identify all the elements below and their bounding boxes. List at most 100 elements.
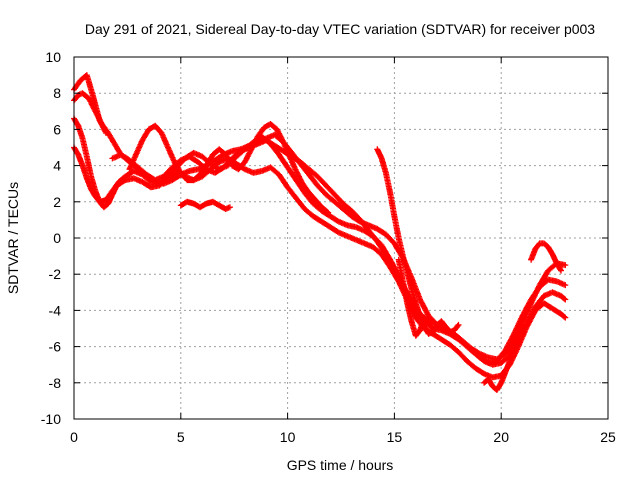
data-point-marker bbox=[421, 314, 428, 321]
data-point-marker bbox=[451, 330, 465, 344]
data-point-marker bbox=[528, 285, 542, 303]
data-point-marker bbox=[216, 146, 228, 157]
data-point-marker bbox=[327, 213, 341, 224]
data-point-marker bbox=[493, 381, 504, 393]
y-axis-label: SDTVAR / TECUs bbox=[5, 182, 21, 294]
data-point-marker bbox=[374, 238, 388, 256]
axis-ticks: 0 5 10 15 20 25 -10 -8 -6 -4 -2 0 2 4 6 8 10 bbox=[41, 49, 616, 445]
data-point-marker bbox=[293, 168, 305, 186]
data-point-marker bbox=[75, 90, 85, 98]
data-point-marker bbox=[276, 171, 290, 190]
data-point-marker bbox=[536, 277, 550, 290]
data-point-marker bbox=[540, 240, 551, 250]
data-point-marker bbox=[83, 72, 96, 99]
data-point-marker bbox=[399, 278, 410, 305]
data-point-marker bbox=[273, 126, 286, 144]
series-9 bbox=[395, 256, 428, 339]
x-tick-label: 15 bbox=[387, 429, 403, 445]
data-point-marker bbox=[115, 174, 128, 185]
data-point-marker bbox=[248, 135, 260, 153]
data-point-marker bbox=[135, 164, 149, 177]
data-point-marker bbox=[105, 130, 117, 146]
data-point-marker bbox=[562, 262, 569, 269]
y-tick-label: 8 bbox=[53, 85, 61, 101]
data-point-marker bbox=[190, 172, 202, 184]
x-tick-label: 0 bbox=[70, 429, 78, 445]
data-point-marker bbox=[293, 177, 307, 195]
data-point-marker bbox=[98, 121, 111, 135]
data-point-marker bbox=[519, 297, 534, 319]
data-point-marker bbox=[365, 227, 380, 244]
data-point-marker bbox=[374, 225, 388, 237]
data-point-marker bbox=[186, 153, 200, 165]
data-point-marker bbox=[472, 365, 486, 376]
data-point-marker bbox=[446, 341, 461, 354]
data-point-marker bbox=[126, 153, 139, 173]
data-point-marker bbox=[395, 235, 406, 258]
data-point-marker bbox=[177, 169, 190, 182]
data-point-marker bbox=[558, 311, 568, 320]
data-point-marker bbox=[395, 256, 406, 283]
data-point-marker bbox=[558, 292, 568, 302]
data-point-marker bbox=[327, 224, 341, 235]
data-point-marker bbox=[312, 197, 324, 210]
y-tick-label: -8 bbox=[49, 375, 62, 391]
data-point-marker bbox=[417, 296, 431, 318]
x-tick-label: 25 bbox=[600, 429, 616, 445]
series-11 bbox=[528, 240, 564, 274]
data-point-marker bbox=[197, 201, 209, 211]
data-point-marker bbox=[545, 244, 555, 257]
data-point-marker bbox=[340, 206, 354, 219]
x-tick-label: 20 bbox=[493, 429, 509, 445]
data-point-marker bbox=[553, 260, 564, 273]
data-point-marker bbox=[540, 300, 555, 311]
y-tick-label: -4 bbox=[49, 302, 62, 318]
data-point-marker bbox=[222, 204, 232, 212]
data-point-marker bbox=[464, 358, 478, 371]
data-point-marker bbox=[318, 218, 333, 230]
data-point-marker bbox=[387, 189, 398, 218]
data-point-marker bbox=[284, 184, 299, 200]
data-point-marker bbox=[493, 348, 508, 365]
data-point-marker bbox=[139, 127, 151, 144]
data-point-marker bbox=[519, 321, 526, 328]
data-point-marker bbox=[325, 209, 332, 216]
data-point-marker bbox=[160, 165, 175, 180]
data-point-marker bbox=[301, 206, 315, 219]
data-point-marker bbox=[314, 173, 328, 188]
data-point-marker bbox=[79, 90, 91, 101]
data-point-marker bbox=[226, 204, 233, 211]
data-point-marker bbox=[118, 151, 132, 163]
y-tick-label: 10 bbox=[45, 49, 61, 65]
data-point-marker bbox=[532, 241, 542, 252]
data-point-marker bbox=[88, 186, 98, 199]
y-tick-label: -10 bbox=[41, 411, 61, 427]
data-point-marker bbox=[241, 147, 254, 165]
data-point-marker bbox=[286, 153, 299, 173]
data-point-marker bbox=[212, 165, 226, 176]
data-point-marker bbox=[323, 182, 337, 197]
data-point-marker bbox=[331, 198, 345, 211]
data-point-marker bbox=[502, 332, 517, 354]
data-point-marker bbox=[310, 200, 324, 213]
data-point-marker bbox=[408, 318, 419, 338]
data-point-marker bbox=[158, 130, 171, 150]
data-point-marker bbox=[558, 267, 564, 274]
data-point-marker bbox=[404, 269, 415, 291]
data-point-marker bbox=[301, 189, 316, 206]
data-point-marker bbox=[229, 149, 243, 162]
data-point-marker bbox=[391, 213, 402, 240]
data-point-marker bbox=[429, 323, 440, 336]
data-point-marker bbox=[284, 164, 299, 182]
data-point-marker bbox=[235, 160, 247, 173]
data-point-marker bbox=[254, 125, 267, 140]
data-point-marker bbox=[86, 95, 98, 113]
data-point-marker bbox=[399, 253, 410, 274]
x-tick-label: 5 bbox=[177, 429, 185, 445]
data-point-marker bbox=[523, 305, 538, 327]
y-tick-label: 2 bbox=[53, 194, 61, 210]
data-point-marker bbox=[361, 240, 375, 250]
data-point-marker bbox=[331, 191, 346, 206]
data-point-marker bbox=[378, 155, 389, 175]
data-point-marker bbox=[549, 305, 563, 317]
